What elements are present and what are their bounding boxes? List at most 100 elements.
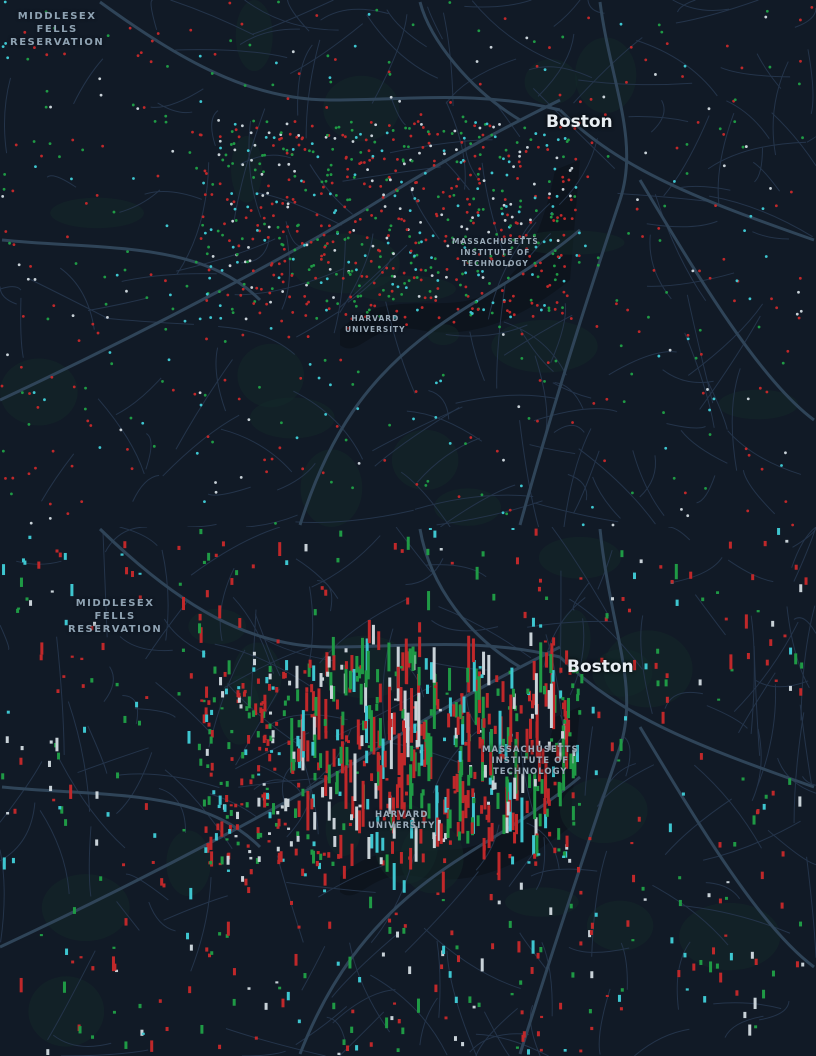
data-column <box>563 700 567 717</box>
data-column <box>544 760 548 771</box>
data-point <box>519 199 523 203</box>
data-point <box>506 213 509 217</box>
data-point <box>749 214 753 218</box>
data-point <box>223 378 227 382</box>
data-column <box>414 826 418 862</box>
road <box>61 1049 149 1056</box>
data-point <box>369 120 373 124</box>
road <box>116 752 153 815</box>
data-point <box>287 335 291 339</box>
data-point <box>358 162 362 165</box>
data-column <box>590 971 594 979</box>
data-column <box>205 714 209 722</box>
data-point <box>319 257 323 261</box>
data-point <box>207 245 210 249</box>
data-point <box>683 64 687 68</box>
data-column <box>280 805 284 809</box>
data-point <box>259 287 263 291</box>
data-column <box>276 825 280 829</box>
data-point <box>329 383 332 387</box>
data-column <box>202 560 206 565</box>
data-point <box>103 275 107 279</box>
road <box>245 514 298 527</box>
data-column <box>296 735 300 747</box>
data-point <box>505 512 509 516</box>
road <box>56 636 65 756</box>
map-panel-top[interactable]: MIDDLESEX FELLS RESERVATION Boston MASSA… <box>0 0 816 527</box>
road <box>305 39 321 139</box>
data-point <box>368 185 372 189</box>
data-column <box>483 764 487 778</box>
data-point <box>518 235 522 239</box>
map-panel-bottom[interactable]: MIDDLESEX FELLS RESERVATION Boston MASSA… <box>0 527 816 1056</box>
data-column <box>263 734 267 740</box>
road <box>687 303 764 376</box>
road <box>666 422 706 429</box>
data-point <box>349 295 353 299</box>
road <box>390 96 406 126</box>
data-point <box>574 186 578 189</box>
data-column <box>312 841 316 847</box>
data-point <box>304 188 308 192</box>
data-column <box>369 710 373 752</box>
data-point <box>456 257 460 260</box>
data-point <box>405 228 409 232</box>
data-point <box>325 242 329 245</box>
road <box>150 0 158 31</box>
data-point <box>214 481 217 484</box>
data-column <box>249 856 253 860</box>
data-point <box>456 204 460 208</box>
park-area <box>559 778 648 844</box>
road <box>598 763 637 807</box>
data-column <box>611 597 615 601</box>
road <box>464 138 478 179</box>
road <box>296 311 340 338</box>
data-column <box>321 787 325 798</box>
data-column <box>506 801 510 816</box>
data-point <box>432 163 436 167</box>
map-canvas-top[interactable] <box>0 0 816 527</box>
data-column <box>381 952 385 957</box>
data-column <box>456 822 460 837</box>
data-point <box>271 83 275 87</box>
data-point <box>371 244 375 248</box>
data-column <box>794 564 798 570</box>
data-point <box>589 97 593 101</box>
map-canvas-bottom[interactable] <box>0 527 816 1056</box>
road <box>541 942 553 1017</box>
road <box>372 406 463 452</box>
data-column <box>268 665 272 673</box>
data-point <box>219 146 222 150</box>
data-column <box>525 752 529 759</box>
data-column <box>202 699 206 703</box>
data-point <box>4 230 8 233</box>
data-column <box>200 1024 204 1034</box>
data-point <box>591 505 594 509</box>
data-column <box>392 823 396 839</box>
road <box>537 33 575 97</box>
data-point <box>457 495 461 498</box>
data-point <box>662 411 665 414</box>
data-point <box>672 476 676 480</box>
data-point <box>346 175 349 179</box>
data-column <box>764 794 768 799</box>
road <box>693 764 762 849</box>
data-point <box>441 373 445 377</box>
data-column <box>219 781 223 786</box>
data-point <box>139 51 143 55</box>
data-point <box>218 139 222 143</box>
data-point <box>686 514 690 518</box>
data-point <box>343 135 347 139</box>
data-column <box>433 530 437 538</box>
highway <box>558 655 815 789</box>
road <box>592 476 621 519</box>
data-point <box>348 273 352 276</box>
data-point <box>4 42 8 45</box>
data-column <box>329 685 333 699</box>
data-point <box>461 158 465 162</box>
data-column <box>434 682 438 706</box>
data-point <box>707 107 711 111</box>
data-point <box>0 384 4 388</box>
data-column <box>558 742 562 760</box>
data-column <box>637 816 641 822</box>
